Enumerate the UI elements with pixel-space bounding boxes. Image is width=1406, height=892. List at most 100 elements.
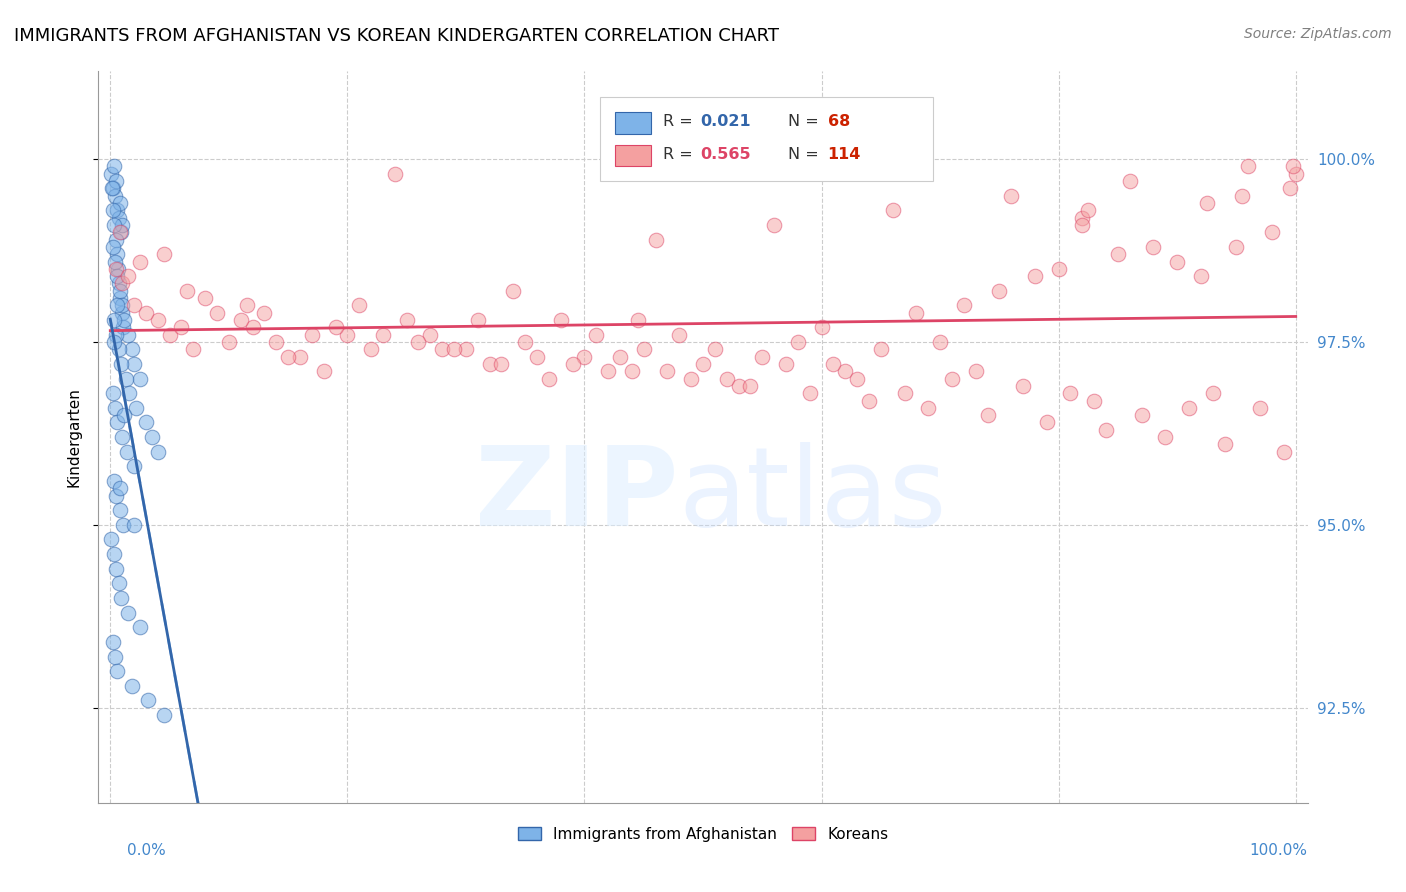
Point — [114, 371, 136, 385]
Text: Source: ZipAtlas.com: Source: ZipAtlas.com — [1244, 27, 1392, 41]
Point — [108, 481, 131, 495]
Point — [502, 284, 524, 298]
Point — [103, 474, 125, 488]
Point — [810, 320, 832, 334]
Point — [491, 357, 513, 371]
Point — [988, 284, 1011, 298]
Point — [101, 181, 124, 195]
Point — [325, 320, 347, 334]
Point — [1202, 386, 1225, 401]
Point — [117, 606, 139, 620]
Point — [122, 357, 145, 371]
Point — [893, 386, 915, 401]
Point — [1178, 401, 1201, 415]
Point — [105, 203, 128, 218]
Point — [1130, 408, 1153, 422]
Point — [104, 233, 127, 247]
Point — [1071, 211, 1094, 225]
Point — [882, 203, 904, 218]
Point — [108, 284, 131, 298]
Point — [111, 218, 134, 232]
Point — [103, 160, 125, 174]
Point — [585, 327, 607, 342]
Point — [1261, 225, 1284, 239]
Point — [110, 591, 132, 605]
Point — [1000, 188, 1022, 202]
Point — [135, 306, 157, 320]
Point — [152, 708, 174, 723]
Point — [110, 306, 132, 320]
Point — [125, 401, 148, 415]
Text: IMMIGRANTS FROM AFGHANISTAN VS KOREAN KINDERGARTEN CORRELATION CHART: IMMIGRANTS FROM AFGHANISTAN VS KOREAN KI… — [14, 27, 779, 45]
Point — [117, 269, 139, 284]
Text: R =: R = — [664, 114, 693, 129]
Point — [1083, 393, 1105, 408]
Point — [360, 343, 382, 357]
Point — [846, 371, 869, 385]
Point — [1154, 430, 1177, 444]
Point — [1071, 218, 1094, 232]
Point — [598, 364, 620, 378]
Point — [1278, 181, 1301, 195]
Point — [1077, 203, 1099, 218]
Point — [135, 416, 157, 430]
Point — [312, 364, 335, 378]
Point — [105, 174, 128, 188]
Point — [105, 416, 128, 430]
Point — [104, 254, 127, 268]
Point — [107, 576, 129, 591]
Point — [103, 203, 125, 218]
Point — [115, 444, 138, 458]
Point — [112, 517, 135, 532]
Point — [100, 533, 122, 547]
Point — [159, 327, 181, 342]
Point — [108, 277, 131, 291]
Point — [101, 240, 124, 254]
Bar — [614, 145, 651, 167]
Point — [550, 313, 572, 327]
Point — [917, 401, 939, 415]
Point — [1225, 240, 1247, 254]
Point — [104, 401, 127, 415]
Point — [1282, 160, 1305, 174]
Point — [786, 334, 808, 349]
Point — [117, 327, 139, 342]
Text: 0.565: 0.565 — [700, 147, 751, 162]
Point — [644, 233, 666, 247]
Bar — [614, 112, 651, 134]
Point — [467, 313, 489, 327]
Point — [112, 320, 135, 334]
FancyBboxPatch shape — [600, 97, 932, 181]
Point — [129, 254, 152, 268]
Point — [834, 364, 856, 378]
Point — [633, 343, 655, 357]
Point — [965, 364, 987, 378]
Point — [1047, 261, 1070, 276]
Point — [681, 371, 703, 385]
Point — [1119, 174, 1142, 188]
Point — [952, 298, 974, 312]
Text: N =: N = — [787, 114, 818, 129]
Point — [101, 635, 124, 649]
Point — [1142, 240, 1164, 254]
Point — [146, 313, 169, 327]
Point — [277, 350, 299, 364]
Point — [929, 334, 952, 349]
Point — [118, 386, 141, 401]
Point — [574, 350, 596, 364]
Point — [235, 298, 257, 312]
Point — [561, 357, 583, 371]
Point — [136, 693, 159, 707]
Text: ZIP: ZIP — [475, 442, 679, 549]
Point — [869, 343, 891, 357]
Point — [242, 320, 264, 334]
Point — [105, 298, 128, 312]
Point — [395, 313, 418, 327]
Point — [1285, 167, 1308, 181]
Point — [122, 517, 145, 532]
Point — [129, 371, 152, 385]
Point — [103, 313, 125, 327]
Point — [253, 306, 276, 320]
Point — [205, 306, 228, 320]
Point — [432, 343, 454, 357]
